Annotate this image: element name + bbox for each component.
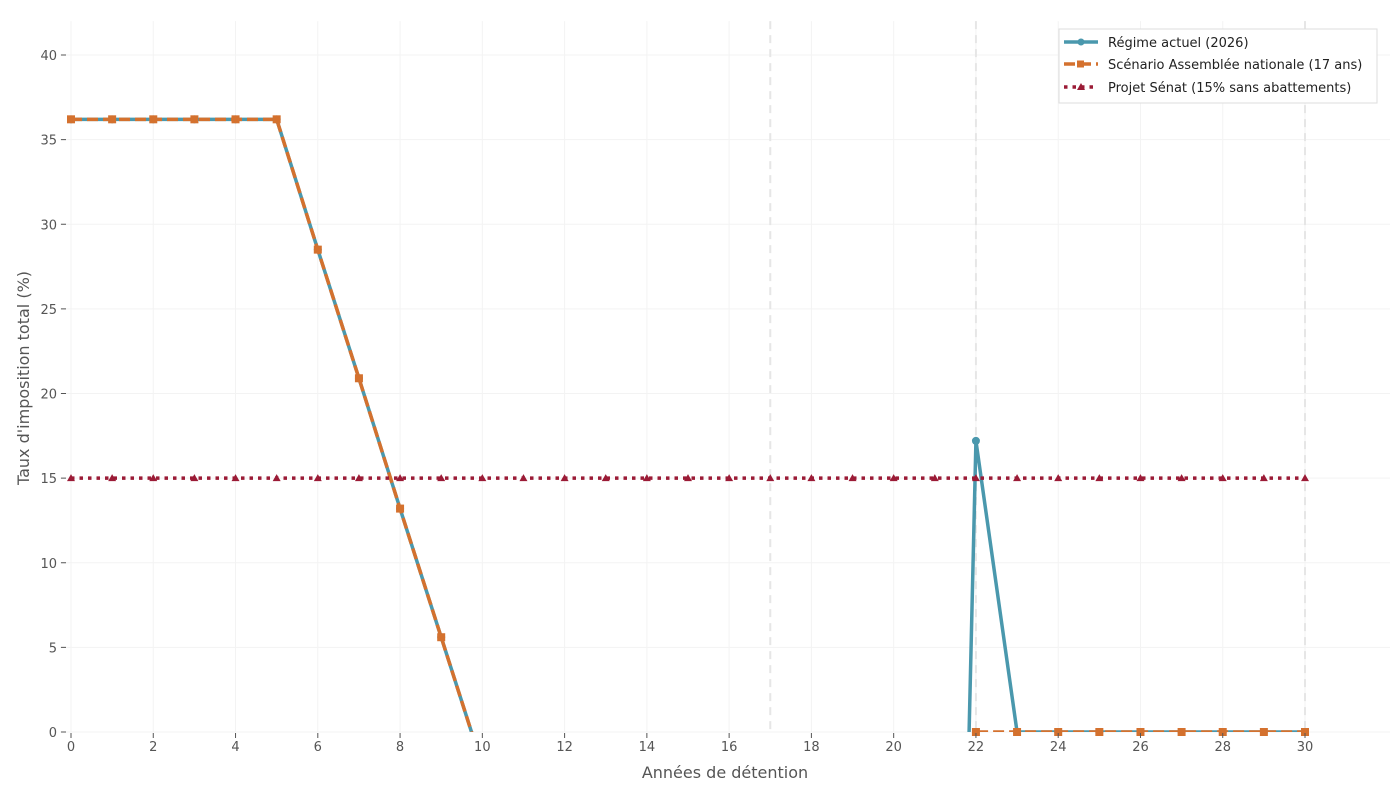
x-tick-label: 10 bbox=[474, 740, 491, 755]
x-axis-title: Années de détention bbox=[642, 763, 808, 782]
y-tick-label: 15 bbox=[40, 472, 57, 487]
y-tick-label: 10 bbox=[40, 557, 57, 572]
square-marker bbox=[1013, 728, 1022, 736]
triangle-marker bbox=[190, 474, 199, 482]
square-marker bbox=[1136, 728, 1145, 736]
square-marker bbox=[437, 633, 446, 642]
triangle-marker bbox=[848, 474, 857, 482]
x-tick-label: 16 bbox=[721, 740, 738, 755]
x-tick-label: 2 bbox=[149, 740, 157, 755]
square-marker bbox=[1218, 728, 1227, 736]
triangle-marker bbox=[519, 474, 528, 482]
triangle-marker bbox=[725, 474, 734, 482]
y-axis: 0 5 10 15 20 25 30 35 40 bbox=[40, 49, 66, 741]
triangle-marker bbox=[1301, 474, 1309, 482]
triangle-marker bbox=[560, 474, 569, 482]
square-marker bbox=[1259, 728, 1268, 736]
series-line bbox=[71, 117, 1305, 732]
legend-label: Scénario Assemblée nationale (17 ans) bbox=[1108, 58, 1362, 73]
y-tick-label: 0 bbox=[49, 726, 57, 741]
triangle-marker bbox=[437, 474, 446, 482]
x-tick-label: 0 bbox=[67, 740, 75, 755]
square-marker bbox=[272, 115, 281, 124]
square-marker bbox=[313, 245, 322, 254]
legend-box bbox=[1058, 28, 1378, 104]
triangle-marker bbox=[1095, 474, 1104, 482]
legend-label: Projet Sénat (15% sans abattements) bbox=[1108, 81, 1351, 96]
triangle-marker bbox=[272, 474, 281, 482]
x-tick-label: 28 bbox=[1214, 740, 1231, 755]
triangle-marker bbox=[396, 474, 405, 482]
triangle-marker bbox=[478, 474, 487, 482]
triangle-marker bbox=[1013, 474, 1022, 482]
triangle-marker bbox=[1218, 474, 1227, 482]
triangle-marker bbox=[642, 474, 651, 482]
x-tick-label: 20 bbox=[885, 740, 902, 755]
triangle-marker bbox=[1177, 474, 1186, 482]
x-tick-label: 18 bbox=[803, 740, 820, 755]
y-tick-label: 5 bbox=[49, 641, 57, 656]
legend-item-assemblee[interactable]: Scénario Assemblée nationale (17 ans) bbox=[1064, 58, 1362, 73]
y-tick-label: 20 bbox=[40, 388, 57, 403]
triangle-marker bbox=[231, 474, 240, 482]
triangle-marker bbox=[889, 474, 898, 482]
x-tick-label: 14 bbox=[639, 740, 656, 755]
y-tick-label: 35 bbox=[40, 134, 57, 149]
triangle-marker-icon bbox=[1077, 83, 1085, 90]
triangle-marker bbox=[807, 474, 816, 482]
square-marker bbox=[1301, 728, 1309, 736]
square-marker bbox=[1177, 728, 1186, 736]
legend-label: Régime actuel (2026) bbox=[1108, 36, 1249, 51]
x-tick-label: 8 bbox=[396, 740, 404, 755]
markers-group bbox=[67, 115, 1309, 736]
series-group bbox=[71, 117, 1305, 732]
triangle-marker bbox=[354, 474, 363, 482]
triangle-marker bbox=[108, 474, 117, 482]
legend-item-senat[interactable]: Projet Sénat (15% sans abattements) bbox=[1064, 81, 1351, 96]
square-marker bbox=[1054, 728, 1063, 736]
x-axis: 0 2 4 6 8 10 12 14 16 18 20 22 24 26 28 30 bbox=[67, 733, 1313, 755]
square-marker bbox=[396, 504, 405, 513]
triangle-marker bbox=[971, 474, 980, 482]
square-marker bbox=[231, 115, 240, 124]
series-line bbox=[71, 117, 1305, 732]
triangle-marker bbox=[1136, 474, 1145, 482]
y-tick-label: 30 bbox=[40, 218, 57, 233]
square-marker bbox=[1095, 728, 1104, 736]
triangle-marker bbox=[1259, 474, 1268, 482]
square-marker bbox=[971, 728, 980, 736]
x-tick-label: 24 bbox=[1050, 740, 1067, 755]
x-tick-label: 4 bbox=[231, 740, 239, 755]
triangle-marker bbox=[149, 474, 158, 482]
x-tick-label: 6 bbox=[314, 740, 322, 755]
triangle-marker bbox=[313, 474, 322, 482]
x-tick-label: 22 bbox=[968, 740, 985, 755]
triangle-marker bbox=[1054, 474, 1063, 482]
square-marker bbox=[149, 115, 158, 124]
triangle-marker bbox=[766, 474, 775, 482]
triangle-marker bbox=[67, 474, 75, 482]
square-marker bbox=[108, 115, 117, 124]
y-tick-label: 40 bbox=[40, 49, 57, 64]
square-marker bbox=[354, 374, 363, 383]
square-marker bbox=[67, 115, 75, 124]
x-tick-label: 30 bbox=[1297, 740, 1314, 755]
reference-lines bbox=[769, 21, 1306, 732]
y-tick-label: 25 bbox=[40, 303, 57, 318]
triangle-marker bbox=[684, 474, 692, 482]
square-marker-icon bbox=[1077, 60, 1084, 68]
square-marker bbox=[190, 115, 199, 124]
circle-marker-icon bbox=[1077, 38, 1085, 46]
circle-marker bbox=[971, 436, 980, 445]
x-tick-label: 26 bbox=[1132, 740, 1149, 755]
legend-item-regime-actuel[interactable]: Régime actuel (2026) bbox=[1064, 36, 1249, 51]
y-axis-title: Taux d'imposition total (%) bbox=[14, 271, 33, 486]
triangle-marker bbox=[601, 474, 610, 482]
grid-lines bbox=[60, 21, 1390, 733]
x-tick-label: 12 bbox=[556, 740, 573, 755]
triangle-marker bbox=[930, 474, 939, 482]
legend: Régime actuel (2026) Scénario Assemblée … bbox=[1058, 28, 1378, 104]
